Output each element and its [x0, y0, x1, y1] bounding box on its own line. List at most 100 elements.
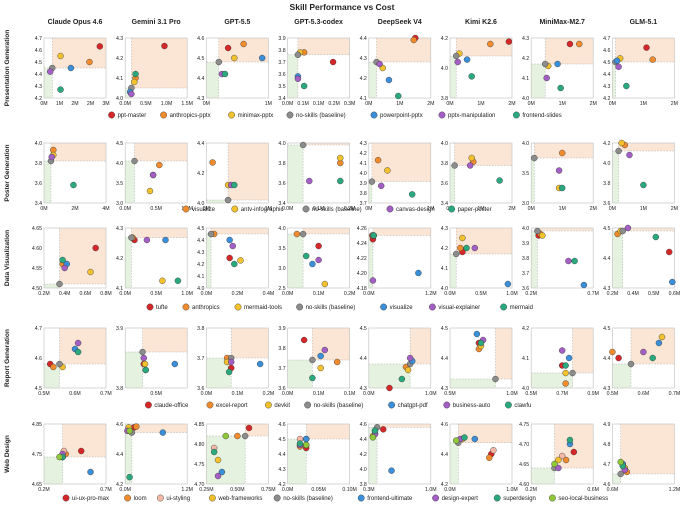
y-tick-label: 4.1 — [441, 266, 448, 272]
data-point — [453, 52, 460, 60]
x-tick-label: 0.6M — [80, 291, 92, 297]
x-tick-label: 1.0M — [425, 487, 437, 493]
data-point — [337, 154, 344, 162]
y-tick-label: 4.0 — [522, 386, 529, 392]
lower-cost-region — [125, 237, 132, 288]
panel-frame — [206, 37, 269, 99]
panel-frame — [287, 37, 350, 99]
legend: visualize antv-infographic no-skills (base… — [182, 205, 492, 213]
row-label: Web Design — [4, 435, 11, 473]
y-tick-label: 3.9 — [278, 36, 285, 42]
x-tick-label: 0.5M — [475, 291, 487, 297]
x-tick-label: 0.7M — [100, 391, 112, 397]
data-point — [649, 354, 656, 362]
higher-score-region — [62, 424, 106, 457]
panel-frame — [368, 423, 432, 485]
x-tick-label: 0.4M — [627, 291, 639, 297]
panel-frame — [368, 227, 432, 289]
lower-cost-region — [368, 62, 377, 98]
data-point — [580, 281, 588, 289]
y-tick-label: 4.6 — [197, 36, 204, 42]
model-title: DeepSeek V4 — [378, 19, 422, 26]
lower-cost-region — [44, 161, 51, 203]
data-point — [565, 354, 573, 362]
legend: tufte anthropics mermaid-tools no-skills (b… — [146, 303, 533, 311]
y-tick-label: 3.6 — [278, 386, 285, 392]
data-point — [142, 366, 149, 374]
data-point — [293, 230, 301, 238]
lower-cost-region — [287, 145, 304, 203]
y-tick-label: 4.1 — [522, 76, 529, 82]
scatter-panel: 3.03.54.04.50.0M0.5M1.0M — [116, 141, 193, 212]
panel-frame — [612, 37, 675, 99]
lower-cost-region — [612, 62, 616, 98]
y-tick-label: 4.75 — [519, 422, 529, 428]
legend-marker — [493, 494, 501, 502]
data-point — [404, 366, 412, 374]
data-point — [299, 141, 307, 149]
data-point — [214, 456, 222, 464]
panel-frame — [43, 142, 107, 204]
data-point — [309, 260, 316, 268]
data-point — [210, 448, 218, 456]
legend-marker — [443, 401, 451, 409]
y-tick-label: 4.4 — [603, 256, 610, 262]
data-point — [609, 348, 616, 356]
y-tick-label: 3.9 — [360, 181, 367, 187]
x-tick-label: 0.2M — [328, 101, 340, 107]
legend-marker — [286, 111, 294, 119]
x-tick-label: 0.2M — [263, 391, 275, 397]
y-tick-label: 4.5 — [603, 60, 610, 66]
legend-marker — [182, 303, 190, 311]
scatter-panel: 4.6 4.7 4.8 4.9 0.6M 1.2M — [603, 422, 680, 493]
y-tick-label: 3.5 — [116, 181, 123, 187]
panel-frame — [530, 37, 594, 99]
legend-marker — [500, 303, 507, 311]
data-point — [240, 40, 247, 48]
x-tick-label: 0.0M — [119, 487, 131, 493]
scatter-panel: 3.0 3.5 4.0 0M 1M 2M — [522, 141, 597, 212]
legend-label: paper-poster — [458, 207, 492, 213]
y-tick-label: 4.3 — [116, 36, 123, 42]
y-tick-label: 4.8 — [603, 442, 610, 448]
legend-label: no-skills (baseline) — [283, 496, 333, 502]
higher-score-region — [303, 143, 350, 145]
legend-marker — [62, 494, 70, 502]
data-point — [231, 260, 238, 268]
data-point — [410, 36, 417, 44]
y-tick-label: 3.9 — [522, 241, 529, 247]
legend-label: design-expert — [442, 496, 479, 502]
lower-cost-region — [368, 181, 372, 203]
y-tick-label: 3.9 — [116, 326, 123, 332]
x-tick-label: 0M — [528, 206, 535, 212]
data-point — [132, 70, 139, 78]
x-tick-label: 0.1M — [313, 206, 325, 212]
figure-title: Skill Performance vs Cost — [290, 2, 395, 12]
y-tick-label: 4.4 — [278, 452, 285, 458]
data-point — [543, 74, 550, 82]
x-tick-label: 0.4M — [59, 291, 71, 297]
panel-frame — [287, 142, 350, 204]
lower-cost-region — [287, 439, 307, 484]
data-point — [643, 44, 650, 51]
lower-cost-region — [450, 254, 457, 288]
x-tick-label: 1M — [396, 101, 403, 107]
x-tick-label: 1M — [477, 101, 484, 107]
data-point — [67, 64, 75, 72]
higher-score-region — [211, 228, 269, 234]
data-point — [624, 224, 632, 232]
y-tick-label: 4.24 — [357, 241, 367, 247]
legend-marker — [428, 303, 436, 311]
data-point — [459, 234, 466, 242]
data-point — [463, 244, 470, 252]
x-tick-label: 1.5M — [181, 101, 193, 107]
legend-label: visualize — [192, 207, 216, 213]
legend-label: clawfu — [514, 403, 531, 409]
data-point — [559, 452, 566, 460]
data-point — [559, 149, 566, 157]
x-tick-label: 0.3M — [344, 101, 356, 107]
data-point — [471, 244, 478, 252]
scatter-panel: 4.70 4.75 4.80 4.85 0.25M 0.50M 0.75M — [194, 422, 275, 493]
data-point — [395, 92, 402, 100]
